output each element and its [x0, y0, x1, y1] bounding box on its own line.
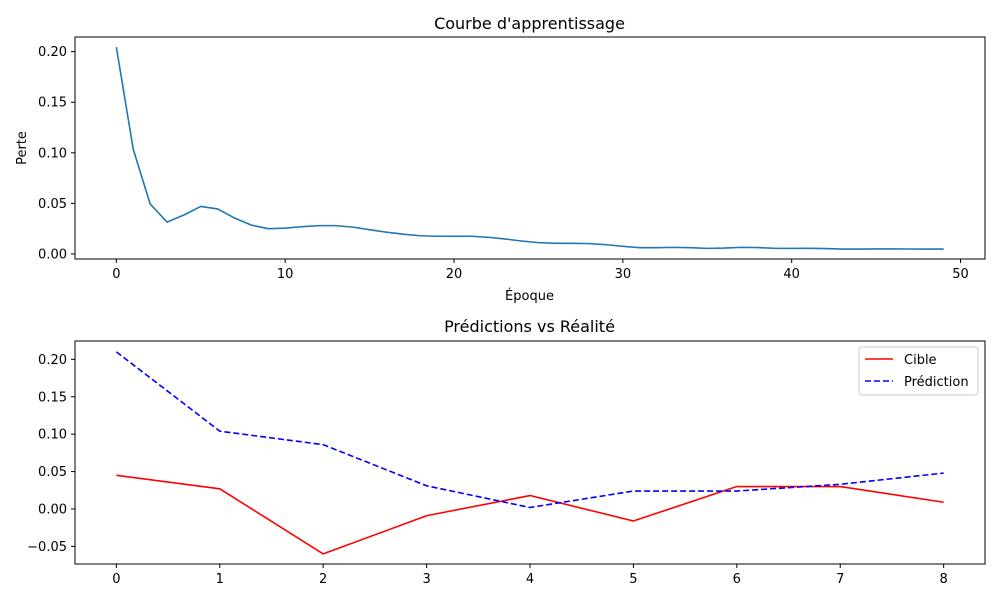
- chart-2-y-tick-label: 0.00: [38, 502, 67, 517]
- chart-1-x-tick-label: 50: [952, 267, 969, 282]
- chart-1-y-tick-label: 0.00: [38, 247, 67, 262]
- chart-2-title: Prédictions vs Réalité: [444, 317, 615, 336]
- chart-learning-curve: Courbe d'apprentissage 0 10 20 30 40 50 0.00 0.…: [15, 14, 986, 304]
- chart-2-y-tick-label: 0.05: [38, 465, 67, 480]
- chart-1-series-line-0: [115, 46, 944, 250]
- chart-2-y-tick-label: 0.15: [38, 390, 67, 405]
- chart-2-series-line-cible: [116, 474, 944, 555]
- chart-1-x-tick-label: 30: [615, 267, 632, 282]
- chart-2-legend: Cible Prédiction: [858, 346, 979, 396]
- chart-1-y-tick-label: 0.20: [38, 45, 67, 60]
- chart-1-title: Courbe d'apprentissage: [434, 14, 625, 33]
- chart-2-plot-area: 0 1 2 3 4 5 6 7 8 −0.05 0.00 0.05 0.10 0.15 0.20: [27, 351, 948, 587]
- legend-label-cible: Cible: [904, 353, 937, 368]
- chart-2-x-tick-label: 3: [422, 572, 430, 587]
- chart-1-x-tick-label: 20: [446, 267, 463, 282]
- chart-1-x-tick-label: 0: [112, 267, 120, 282]
- chart-1-y-tick-label: 0.10: [38, 146, 67, 161]
- chart-1-y-tick-label: 0.05: [38, 197, 67, 212]
- chart-1-y-tick-label: 0.15: [38, 96, 67, 111]
- chart-predictions-vs-reality: Prédictions vs Réalité 0 1 2 3 4 5 6 7 8 −0.05 0.0…: [27, 317, 986, 587]
- chart-2-series-line-pr-diction: [115, 351, 944, 509]
- chart-2-x-tick-label: 6: [733, 572, 741, 587]
- chart-2-x-tick-label: 2: [319, 572, 327, 587]
- chart-1-x-tick-label: 10: [277, 267, 294, 282]
- chart-2-x-tick-label: 8: [939, 572, 947, 587]
- chart-1-x-axis-label: Époque: [505, 288, 554, 304]
- chart-2-y-tick-label: 0.20: [38, 353, 67, 368]
- chart-1-y-axis-label: Perte: [15, 131, 30, 165]
- chart-2-x-tick-label: 0: [112, 572, 120, 587]
- chart-2-frame: [74, 340, 986, 565]
- chart-2-x-tick-label: 7: [836, 572, 844, 587]
- chart-2-x-tick-label: 1: [216, 572, 224, 587]
- chart-2-y-tick-label: −0.05: [27, 540, 67, 555]
- chart-1-plot-area: 0 10 20 30 40 50 0.00 0.05 0.10 0.15 0.20: [38, 45, 969, 282]
- legend-label-prediction: Prédiction: [904, 375, 969, 390]
- chart-1-frame: [74, 36, 986, 260]
- chart-1-x-tick-label: 40: [783, 267, 800, 282]
- chart-2-y-tick-label: 0.10: [38, 428, 67, 443]
- chart-2-x-tick-label: 5: [629, 572, 637, 587]
- chart-2-x-tick-label: 4: [526, 572, 534, 587]
